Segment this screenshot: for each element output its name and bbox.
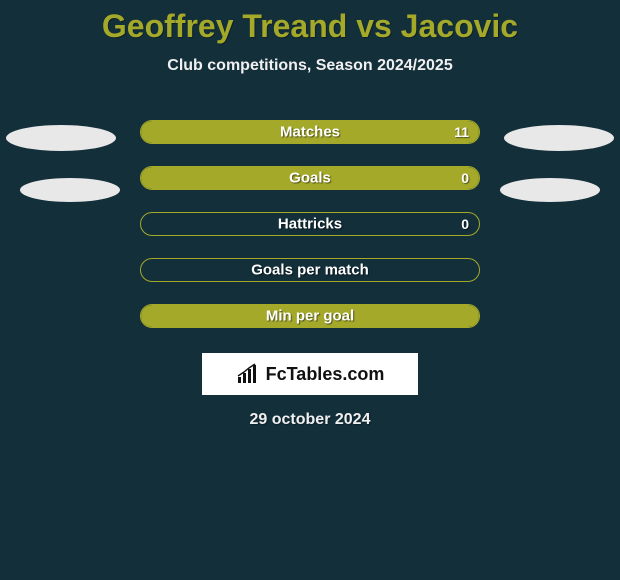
- logo-text: FcTables.com: [266, 364, 385, 385]
- logo-box: FcTables.com: [202, 353, 418, 395]
- stat-label: Hattricks: [278, 216, 342, 233]
- stat-row: Min per goal: [0, 293, 620, 339]
- stat-row: Goals per match: [0, 247, 620, 293]
- stats-rows: Matches 11 Goals 0 Hattricks 0 Goals per…: [0, 109, 620, 339]
- bar-track: Matches 11: [140, 120, 480, 144]
- bar-track: Min per goal: [140, 304, 480, 328]
- page-title: Geoffrey Treand vs Jacovic: [0, 0, 620, 45]
- stat-row: Hattricks 0: [0, 201, 620, 247]
- date-text: 29 october 2024: [0, 411, 620, 429]
- stat-value: 11: [454, 124, 469, 140]
- stat-value: 0: [461, 216, 469, 232]
- stat-value: 0: [461, 170, 469, 186]
- stat-row: Goals 0: [0, 155, 620, 201]
- stat-label: Min per goal: [266, 308, 354, 325]
- chart-icon: [236, 363, 262, 385]
- stat-label: Matches: [280, 124, 340, 141]
- stat-row: Matches 11: [0, 109, 620, 155]
- bar-track: Goals 0: [140, 166, 480, 190]
- stat-label: Goals per match: [251, 262, 369, 279]
- stat-label: Goals: [289, 170, 331, 187]
- bar-track: Hattricks 0: [140, 212, 480, 236]
- subtitle: Club competitions, Season 2024/2025: [0, 57, 620, 75]
- bar-track: Goals per match: [140, 258, 480, 282]
